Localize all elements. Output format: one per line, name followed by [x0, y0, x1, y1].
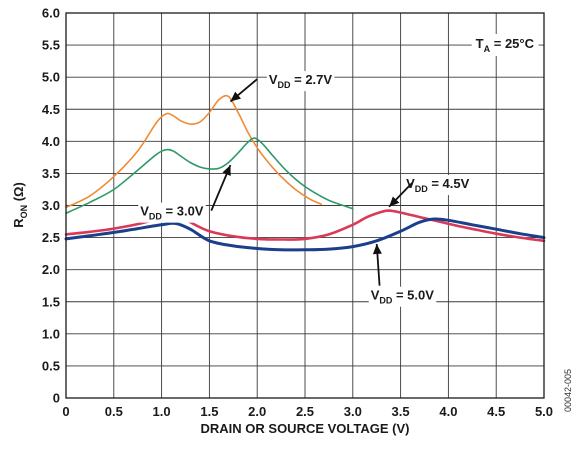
- y-tick-label: 4.0: [42, 134, 60, 149]
- x-tick-label: 3.5: [392, 404, 410, 419]
- y-tick-label: 6.0: [42, 6, 60, 21]
- x-tick-label: 4.5: [487, 404, 505, 419]
- y-tick-label: 4.5: [42, 102, 60, 117]
- condition-label: TA = 25°C: [476, 36, 535, 54]
- x-tick-label: 5.0: [535, 404, 553, 419]
- y-tick-label: 0.5: [42, 358, 60, 373]
- x-tick-label: 4.0: [439, 404, 457, 419]
- x-tick-label: 1.5: [200, 404, 218, 419]
- y-tick-label: 5.0: [42, 70, 60, 85]
- y-tick-label: 2.5: [42, 230, 60, 245]
- arrowhead: [389, 196, 400, 207]
- y-tick-label: 0: [53, 391, 60, 406]
- x-tick-label: 2.0: [248, 404, 266, 419]
- y-tick-label: 5.5: [42, 38, 60, 53]
- x-tick-label: 0.5: [105, 404, 123, 419]
- temperature-condition: TA = 25°C: [471, 34, 539, 56]
- y-tick-label: 3.0: [42, 198, 60, 213]
- grid-lines: [66, 13, 544, 398]
- arrowhead: [222, 165, 231, 177]
- label-backdrop: [138, 202, 206, 223]
- y-tick-label: 1.5: [42, 294, 60, 309]
- series-label-1: VDD = 2.7V: [269, 72, 333, 90]
- y-tick-label: 2.0: [42, 262, 60, 277]
- arrowhead: [372, 244, 382, 255]
- tick-labels: 0 0.5 1.0 1.5 2.0 2.5 3.0 3.5 4.0 4.5 5.0 0 0.5 1.0 1.…: [42, 6, 553, 420]
- y-tick-label: 1.0: [42, 326, 60, 341]
- x-axis-title: DRAIN OR SOURCE VOLTAGE (V): [201, 421, 410, 436]
- condition-backdrop: [471, 34, 539, 56]
- arrowhead: [230, 91, 241, 102]
- figure-code: 00042-005: [563, 369, 573, 412]
- y-axis-title: RON (Ω): [11, 182, 29, 228]
- y-tick-label: 3.5: [42, 166, 60, 181]
- series-line-4: [64, 217, 546, 252]
- series-line-2: [65, 137, 354, 214]
- x-tick-label: 0: [62, 404, 69, 419]
- plot-frame: [65, 12, 545, 399]
- series-lines: [64, 94, 546, 252]
- label-backdrop: [266, 71, 335, 92]
- series-label-4: VDD = 5.0V: [371, 288, 435, 306]
- x-tick-label: 3.0: [344, 404, 362, 419]
- x-tick-label: 1.0: [153, 404, 171, 419]
- series-line-1: [65, 94, 323, 209]
- label-backdrop: [368, 286, 437, 307]
- label-backdrop: [404, 175, 472, 196]
- x-tick-label: 2.5: [296, 404, 314, 419]
- series-label-2: VDD = 3.0V: [140, 204, 204, 222]
